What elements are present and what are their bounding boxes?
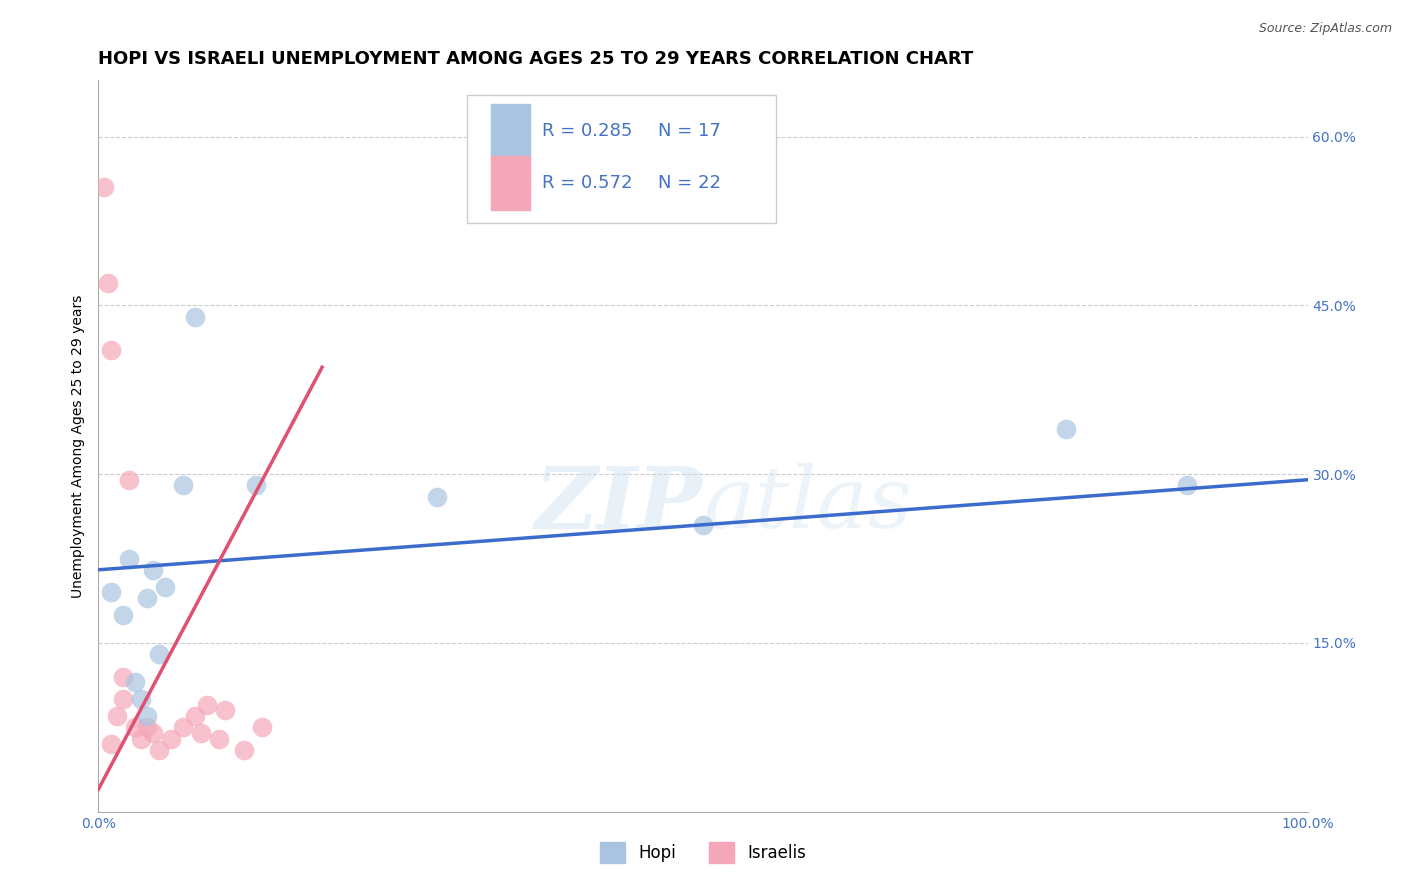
Point xyxy=(100,737,122,751)
Text: R = 0.572: R = 0.572 xyxy=(543,174,633,192)
Point xyxy=(142,726,165,740)
Point xyxy=(142,563,165,577)
Legend: Hopi, Israelis: Hopi, Israelis xyxy=(593,836,813,869)
Point xyxy=(105,709,128,723)
Point xyxy=(97,276,120,290)
Point xyxy=(184,310,207,324)
Point xyxy=(135,720,157,734)
Point xyxy=(172,720,194,734)
Point xyxy=(100,585,122,599)
Text: Source: ZipAtlas.com: Source: ZipAtlas.com xyxy=(1258,22,1392,36)
Point xyxy=(148,743,170,757)
Point xyxy=(129,731,152,746)
Point xyxy=(1054,422,1077,436)
Text: ZIP: ZIP xyxy=(536,463,703,546)
FancyBboxPatch shape xyxy=(467,95,776,223)
Text: atlas: atlas xyxy=(703,463,912,546)
Point xyxy=(111,692,134,706)
Point xyxy=(153,580,176,594)
Point xyxy=(250,720,273,734)
Point xyxy=(135,709,157,723)
Point xyxy=(93,180,115,194)
Text: HOPI VS ISRAELI UNEMPLOYMENT AMONG AGES 25 TO 29 YEARS CORRELATION CHART: HOPI VS ISRAELI UNEMPLOYMENT AMONG AGES … xyxy=(98,50,974,68)
Point xyxy=(184,709,207,723)
FancyBboxPatch shape xyxy=(492,104,530,159)
Point xyxy=(172,478,194,492)
Point xyxy=(195,698,218,712)
Point xyxy=(129,692,152,706)
Y-axis label: Unemployment Among Ages 25 to 29 years: Unemployment Among Ages 25 to 29 years xyxy=(72,294,86,598)
Point xyxy=(148,647,170,661)
Point xyxy=(118,551,141,566)
Point xyxy=(232,743,254,757)
Point xyxy=(135,591,157,605)
Text: N = 17: N = 17 xyxy=(658,122,721,140)
Point xyxy=(124,720,146,734)
Text: R = 0.285: R = 0.285 xyxy=(543,122,633,140)
Point xyxy=(160,731,183,746)
Point xyxy=(100,343,122,358)
Point xyxy=(111,607,134,622)
Point xyxy=(111,670,134,684)
FancyBboxPatch shape xyxy=(492,155,530,210)
Point xyxy=(124,675,146,690)
Point xyxy=(118,473,141,487)
Point xyxy=(1175,478,1198,492)
Point xyxy=(190,726,212,740)
Point xyxy=(208,731,231,746)
Point xyxy=(426,490,449,504)
Text: N = 22: N = 22 xyxy=(658,174,721,192)
Point xyxy=(245,478,267,492)
Point xyxy=(214,703,236,717)
Point xyxy=(692,517,714,532)
